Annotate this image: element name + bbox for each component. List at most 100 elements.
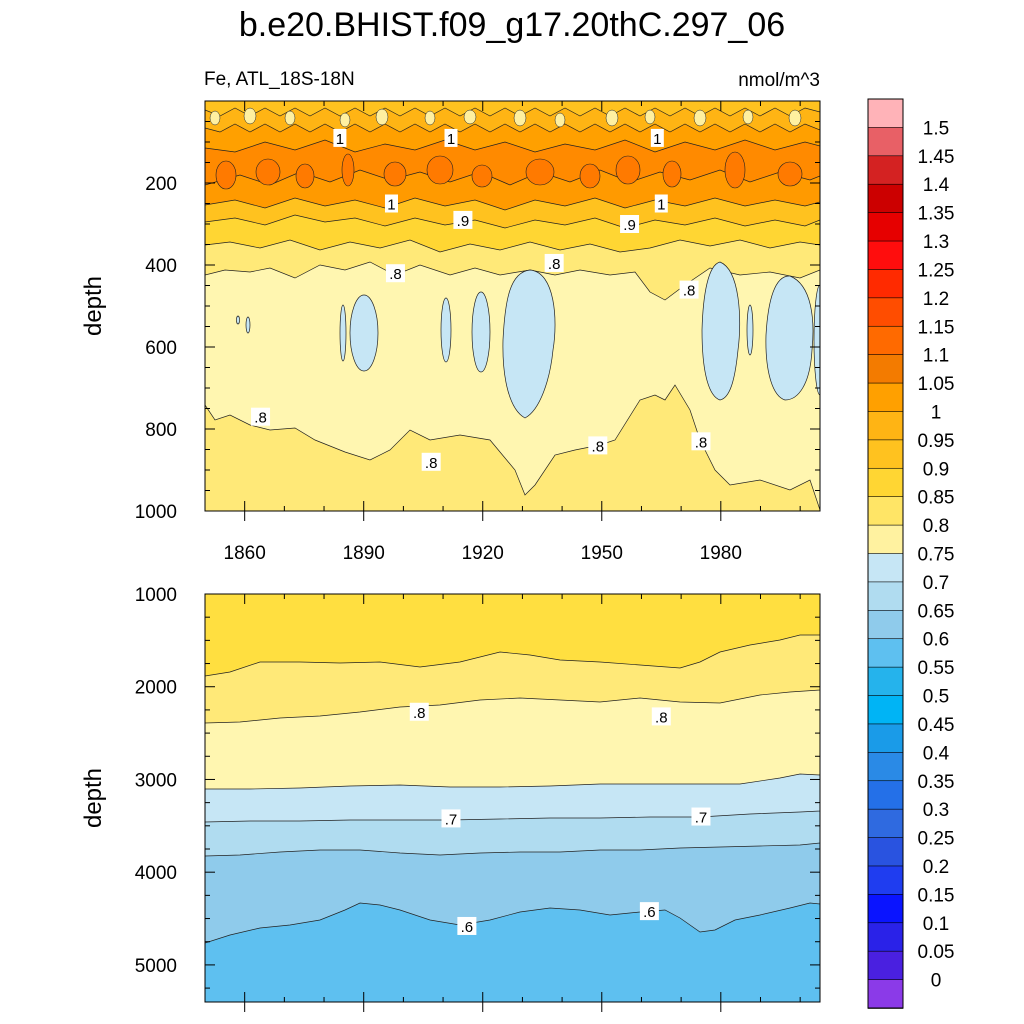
colorbar-swatch (867, 723, 904, 754)
x-tick-label: 1890 (343, 543, 385, 564)
surface-cell (788, 109, 802, 127)
contour-label-text: .8 (683, 283, 696, 300)
colorbar-swatch (867, 240, 904, 271)
colorbar-label: 0.95 (918, 431, 955, 452)
contour-label-box (679, 280, 699, 299)
contour-label: .7 (441, 809, 461, 828)
contour-label-text: 1 (657, 197, 665, 214)
colorbar-label: 0 (931, 971, 942, 992)
colorbar-label: 0.2 (923, 857, 949, 878)
y-tick-label: 4000 (135, 863, 177, 884)
low-cell (236, 315, 240, 325)
y-tick-label: 2000 (135, 678, 177, 699)
colorbar-swatch (867, 666, 904, 697)
contour-label-text: .6 (461, 919, 474, 936)
colorbar-swatch (867, 638, 904, 668)
high-cell (383, 161, 407, 187)
contour-label: .8 (679, 280, 699, 300)
upper-contour-labels: 1 1 1 1 1 .9 .9 .8 .8 .8 .8 .8 .8 .8 (251, 128, 711, 472)
contour-label: .8 (385, 264, 405, 283)
contour-label: 1 (384, 194, 398, 214)
colorbar-label: 0.3 (923, 800, 949, 821)
contour-label-text: .8 (389, 266, 402, 283)
lower-y-axis: 1000 2000 3000 4000 5000 (135, 585, 820, 989)
contour-label-box (453, 210, 473, 229)
low-cell (349, 294, 379, 372)
contour-label-text: .9 (623, 217, 636, 234)
upper-panel-fill (205, 101, 820, 511)
upper-y-axis: 200 400 600 800 1000 (135, 100, 820, 523)
y-tick-label: 1000 (135, 502, 177, 523)
contour-label-box (620, 215, 640, 233)
colorbar-swatch (867, 411, 904, 441)
contour-label-text: .7 (695, 810, 708, 827)
high-cell (662, 160, 682, 188)
lower-0.85-band (205, 594, 820, 677)
surface-cell (644, 109, 656, 125)
lower-panel-fill (205, 594, 820, 1002)
high-cell (615, 155, 641, 185)
high-cell (426, 155, 454, 185)
lower-plot-frame (204, 593, 821, 1003)
y-tick-label: 400 (145, 256, 177, 277)
contour-label-text: .8 (425, 455, 438, 472)
low-cell (765, 275, 814, 401)
colorbar-label: 1.3 (923, 232, 949, 253)
surface-cell (463, 109, 477, 125)
contour-label-box (333, 128, 347, 147)
colorbar-label: 1.05 (918, 374, 955, 395)
colorbar-label: 1.5 (923, 118, 949, 139)
colorbar-swatch (867, 382, 904, 413)
colorbar-label: 1.15 (918, 317, 955, 338)
contour-label-text: 1 (336, 131, 344, 148)
figure-title: b.e20.BHIST.f09_g17.20thC.297_06 (239, 6, 785, 44)
high-cell (255, 158, 281, 186)
colorbar-swatch (867, 297, 904, 328)
contour-label-box (650, 128, 664, 147)
contour-label-text: 1 (653, 131, 661, 148)
lower-panel: .8 .8 .7 .7 .6 .6 1000 2000 3000 4000 5000 depth (80, 585, 821, 1012)
colorbar-label: 0.65 (918, 601, 955, 622)
colorbar-label: 0.1 (923, 914, 949, 935)
low-cell (746, 304, 754, 356)
surface-cell (424, 110, 436, 126)
colorbar-swatch (867, 496, 904, 526)
contour-label-text: .8 (592, 438, 605, 455)
colorbar-label: 1.35 (918, 204, 955, 225)
contour-label: 1 (654, 194, 668, 214)
high-cell (295, 163, 315, 189)
colorbar-swatch (867, 183, 904, 214)
colorbar-swatch (867, 808, 904, 839)
contour-label-box (441, 809, 461, 828)
x-tick-label: 1950 (581, 543, 623, 564)
contour-label-box (421, 452, 441, 471)
contour-label-text: .8 (695, 434, 708, 451)
colorbar-swatch (867, 127, 904, 157)
colorbar-label: 0.7 (923, 573, 949, 594)
upper-surface-cells (209, 107, 802, 128)
colorbar-label: 1 (931, 402, 942, 423)
contour-label-box (385, 264, 405, 283)
low-cell (440, 297, 452, 363)
contour-label-text: 1 (387, 197, 395, 214)
upper-0.9-surface-band (205, 101, 820, 117)
high-cell (215, 160, 237, 190)
contour-label: .8 (651, 707, 671, 726)
high-cell (471, 164, 493, 188)
upper-y-axis-label: depth (80, 276, 107, 336)
contour-label-text: .8 (413, 705, 426, 722)
colorbar-swatch (867, 212, 904, 242)
low-cell (245, 316, 251, 334)
surface-cell (284, 110, 296, 126)
colorbar-label: 1.4 (923, 175, 950, 196)
colorbar-label: 0.75 (918, 545, 955, 566)
units-label: nmol/m^3 (738, 70, 820, 91)
y-tick-label: 200 (145, 174, 177, 195)
colorbar-label: 0.4 (923, 743, 950, 764)
surface-cell (742, 109, 754, 125)
upper-panel: 1 1 1 1 1 .9 .9 .8 .8 .8 .8 .8 .8 .8 1860 1890 1920 1950… (80, 100, 821, 564)
colorbar-label: 1.25 (918, 260, 955, 281)
contour-label: 1 (333, 128, 347, 148)
colorbar-swatch (867, 865, 904, 896)
